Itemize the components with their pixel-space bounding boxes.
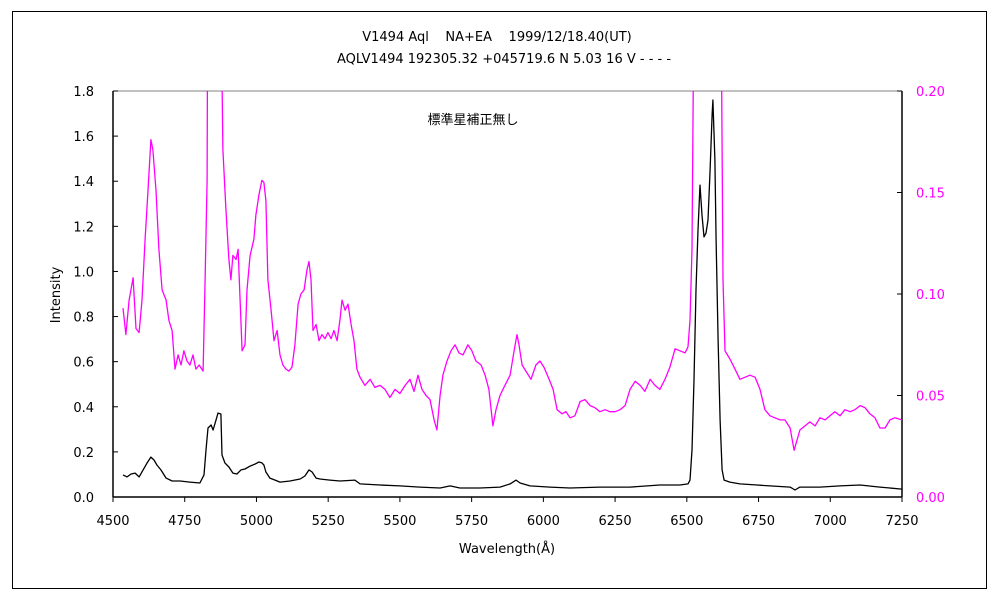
- chart-frame: [12, 11, 987, 589]
- x-tick-label: 4750: [168, 514, 201, 529]
- y-left-tick-label: 1.8: [73, 85, 94, 100]
- y-left-tick-label: 1.0: [73, 265, 94, 280]
- y-left-tick-label: 0.4: [73, 401, 94, 416]
- y-left-tick-label: 1.2: [73, 220, 94, 235]
- intensity-line-black: [122, 99, 902, 491]
- y-left-tick-label: 0.6: [73, 356, 94, 371]
- x-tick-label: 7250: [885, 514, 918, 529]
- x-tick-label: 6000: [527, 514, 560, 529]
- x-axis-label: Wavelength(Å): [459, 541, 555, 557]
- chart-subtitle: AQLV1494 192305.32 +045719.6 N 5.03 16 V…: [337, 52, 671, 67]
- x-tick-label: 5000: [240, 514, 273, 529]
- chart-title: V1494 Aql NA+EA 1999/12/18.40(UT): [362, 30, 632, 45]
- x-tick-label: 7000: [814, 514, 847, 529]
- x-tick-label: 4500: [96, 514, 129, 529]
- y-right-tick-label: 0.20: [916, 85, 945, 100]
- x-tick-label: 5500: [383, 514, 416, 529]
- plot-area: [113, 91, 902, 497]
- y-left-tick-label: 0.0: [73, 491, 94, 506]
- y-right-tick-label: 0.05: [916, 390, 945, 405]
- x-tick-label: 6250: [599, 514, 632, 529]
- y-left-tick-label: 1.6: [73, 130, 94, 145]
- annotation-text: 標準星補正無し: [427, 112, 518, 128]
- x-tick-label: 5250: [312, 514, 345, 529]
- y-left-tick-label: 1.4: [73, 175, 94, 190]
- x-tick-label: 6750: [742, 514, 775, 529]
- x-tick-label: 6500: [670, 514, 703, 529]
- y-right-tick-label: 0.15: [916, 187, 945, 202]
- y-left-tick-label: 0.2: [73, 446, 94, 461]
- y-axis-label: Intensity: [49, 266, 64, 323]
- y-right-tick-label: 0.00: [916, 491, 945, 506]
- y-left-tick-label: 0.8: [73, 311, 94, 326]
- x-tick-label: 5750: [455, 514, 488, 529]
- y-right-tick-label: 0.10: [916, 288, 945, 303]
- intensity-line-magenta: [122, 91, 902, 451]
